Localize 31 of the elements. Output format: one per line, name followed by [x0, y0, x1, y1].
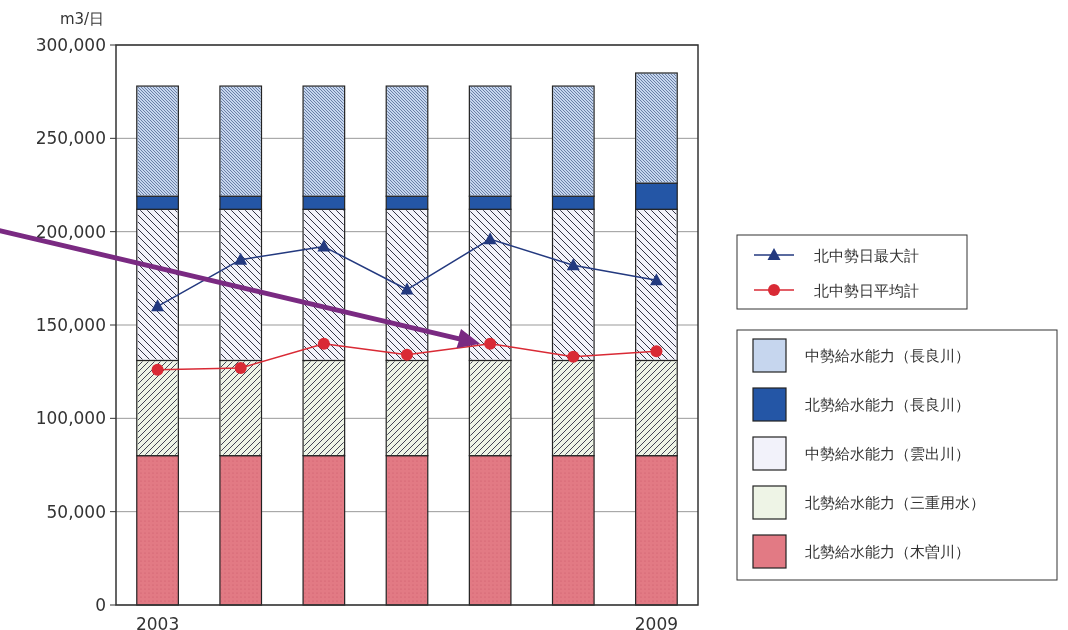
- legend-label: 北中勢日最大計: [814, 247, 919, 265]
- x-tick-label: 2009: [634, 614, 679, 630]
- y-tick-label: 100,000: [35, 408, 106, 429]
- y-tick-label: 200,000: [35, 221, 106, 242]
- legend-label: 中勢給水能力（長良川）: [805, 347, 970, 365]
- point: [151, 363, 164, 376]
- point: [234, 361, 247, 374]
- point: [650, 345, 663, 358]
- x-tick-label: 2003: [135, 614, 180, 630]
- point: [317, 337, 330, 350]
- y-tick-label: 50,000: [46, 501, 106, 522]
- point: [649, 273, 663, 286]
- y-tick-label: 150,000: [35, 315, 106, 335]
- legend-label: 北中勢日平均計: [814, 282, 919, 300]
- point: [567, 350, 580, 363]
- y-tick-label: 300,000: [35, 35, 106, 55]
- legend-label: 北勢給水能力（木曽川）: [805, 543, 970, 561]
- point: [483, 232, 497, 245]
- legend-label: 北勢給水能力（長良川）: [805, 396, 970, 414]
- point: [400, 282, 414, 295]
- legend-label: 北勢給水能力（三重用水）: [805, 494, 985, 512]
- point: [484, 337, 497, 350]
- y-axis-title: m3/日: [59, 10, 105, 28]
- point: [317, 239, 331, 252]
- point: [151, 299, 165, 312]
- y-tick-label: 0: [95, 595, 106, 615]
- point: [401, 348, 413, 361]
- point: [566, 258, 580, 271]
- y-tick-label: 250,000: [35, 128, 106, 149]
- point: [234, 252, 248, 265]
- legend-label: 中勢給水能力（雲出川）: [805, 445, 970, 463]
